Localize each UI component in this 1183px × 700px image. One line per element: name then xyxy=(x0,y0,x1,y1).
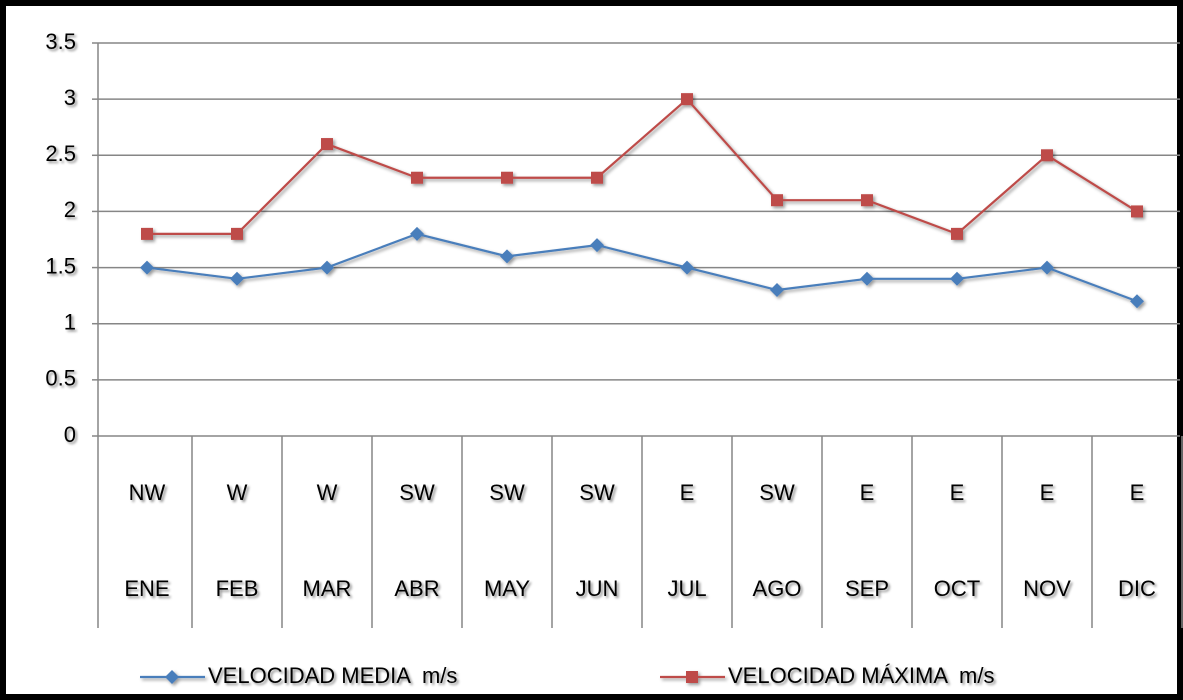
x-tick-label: FEB xyxy=(216,576,259,601)
data-point xyxy=(770,283,784,298)
data-point xyxy=(950,271,964,286)
legend-item xyxy=(140,670,205,684)
direction-label: SW xyxy=(759,480,795,505)
data-point xyxy=(1040,260,1054,275)
y-tick-label: 0.5 xyxy=(45,366,76,391)
data-point xyxy=(500,249,514,264)
data-point xyxy=(771,194,783,207)
data-point xyxy=(231,227,243,240)
series-line xyxy=(147,97,1138,236)
data-point xyxy=(320,260,334,275)
y-tick-label: 3 xyxy=(64,85,76,110)
legend-marker xyxy=(165,670,179,684)
x-tick-label: JUL xyxy=(667,576,706,601)
y-tick-label: 3.5 xyxy=(45,29,76,54)
x-tick-label: SEP xyxy=(845,576,889,601)
x-tick-label: JUN xyxy=(576,576,619,601)
direction-label: E xyxy=(1130,480,1145,505)
direction-label: NW xyxy=(129,480,166,505)
direction-label: SW xyxy=(399,480,435,505)
series xyxy=(141,93,1143,240)
x-tick-label: OCT xyxy=(934,576,980,601)
data-point xyxy=(681,93,693,106)
y-tick-label: 1 xyxy=(64,310,76,335)
direction-label: SW xyxy=(579,480,615,505)
direction-label: SW xyxy=(489,480,525,505)
x-tick-label: ABR xyxy=(394,576,439,601)
x-tick-label: MAR xyxy=(303,576,352,601)
data-point xyxy=(591,171,603,184)
x-tick-label: AGO xyxy=(753,576,802,601)
legend-marker xyxy=(686,671,698,683)
legend-item xyxy=(660,671,725,683)
series-line xyxy=(146,232,1138,303)
series xyxy=(140,226,1144,309)
legend-label: VELOCIDAD MEDIA m/s xyxy=(208,663,457,688)
x-tick-label: NOV xyxy=(1023,576,1071,601)
data-point xyxy=(1131,205,1143,218)
direction-label: W xyxy=(317,480,338,505)
data-point xyxy=(321,138,333,151)
x-tick-label: MAY xyxy=(484,576,530,601)
y-tick-label: 1.5 xyxy=(45,253,76,278)
data-point xyxy=(861,194,873,207)
direction-label: E xyxy=(950,480,965,505)
direction-label: E xyxy=(860,480,875,505)
data-point xyxy=(1041,149,1053,162)
x-tick-label: DIC xyxy=(1118,576,1156,601)
direction-label: E xyxy=(680,480,695,505)
y-tick-label: 2 xyxy=(64,197,76,222)
direction-label: W xyxy=(227,480,248,505)
data-point xyxy=(1130,294,1144,309)
data-point xyxy=(501,171,513,184)
data-point xyxy=(410,226,424,241)
data-point xyxy=(230,271,244,286)
y-tick-label: 0 xyxy=(64,422,76,447)
y-tick-label: 2.5 xyxy=(45,141,76,166)
direction-label: E xyxy=(1040,480,1055,505)
data-point xyxy=(951,227,963,240)
data-point xyxy=(860,271,874,286)
x-tick-label: ENE xyxy=(124,576,169,601)
data-point xyxy=(140,260,154,275)
data-point xyxy=(411,171,423,184)
data-point xyxy=(680,260,694,275)
data-point xyxy=(590,238,604,253)
data-point xyxy=(141,227,153,240)
legend-label: VELOCIDAD MÁXIMA m/s xyxy=(728,663,995,688)
